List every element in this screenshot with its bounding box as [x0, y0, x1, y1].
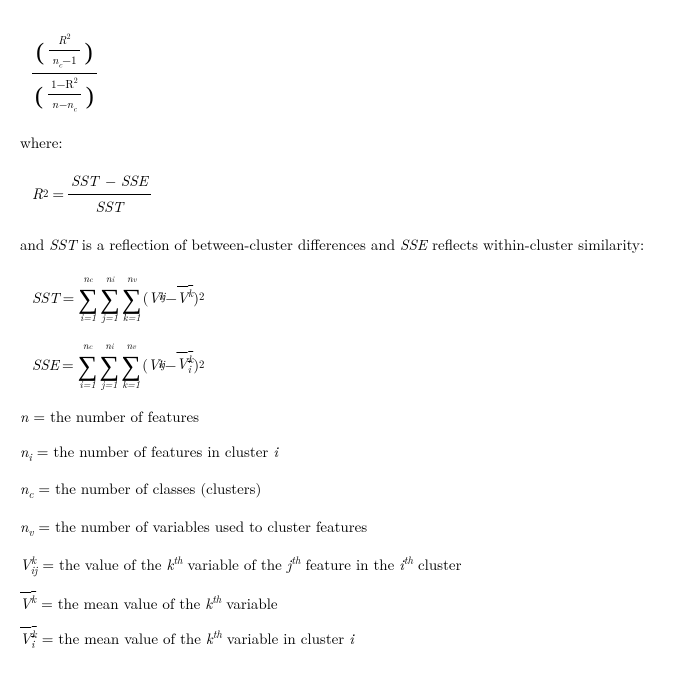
sym-V: V: [20, 554, 31, 575]
def-ni-tail: i: [273, 441, 278, 462]
eq-main-fraction: ( R2 nc−1 ) ( 1−R2 n−nc ): [32, 32, 657, 115]
Vij: ij: [159, 290, 166, 305]
paren-open: (: [36, 40, 44, 66]
tail-i: i: [349, 628, 354, 649]
lim-j1: j=1: [100, 379, 120, 389]
r2-rhs-den: SST: [68, 195, 151, 217]
def-ni: ni = the number of features in cluster i: [20, 442, 657, 466]
nc-sub2: c: [73, 103, 77, 114]
minus: −: [165, 288, 177, 308]
r2-rhs-num: SST − SSE: [68, 171, 151, 194]
sum-i: nc ∑ i=1: [78, 273, 98, 322]
sum-j: ni ∑ j=1: [100, 273, 120, 322]
sym-Vibar: V: [20, 628, 31, 649]
lim-k1: k=1: [122, 312, 142, 322]
equals: =: [62, 355, 74, 375]
minus: −: [165, 355, 177, 375]
eq-sse: SSE = nc ∑ i=1 ni ∑ j=1 nv ∑ k=1 (Vkij −…: [32, 340, 657, 389]
kth-sup: th: [212, 592, 221, 607]
text-and-sst: and SST is a reflection of between-clust…: [20, 235, 657, 255]
sigma-icon: ∑: [78, 351, 98, 379]
r2-num-sup: 2: [66, 31, 70, 42]
sigma-icon: ∑: [100, 284, 120, 312]
sigma-icon: ∑: [78, 284, 98, 312]
def-nv: nv = the number of variables used to clu…: [20, 517, 657, 541]
def-nv-text: = the number of variables used to cluste…: [33, 516, 367, 537]
paren-close: ): [85, 40, 93, 66]
t1: = the mean value of the: [36, 593, 205, 614]
text-where: where:: [20, 133, 657, 153]
kth-sup: th: [213, 627, 222, 642]
lim-i1: i=1: [78, 379, 98, 389]
def-n: n = the number of features: [20, 407, 657, 427]
r2-sup: 2: [74, 75, 78, 86]
minus-one: −1: [62, 52, 76, 68]
Vij: ij: [158, 358, 165, 373]
def-Vikbar: Vik = the mean value of the kth variable…: [20, 628, 657, 653]
sum-k: nv ∑ k=1: [121, 340, 141, 389]
Vibar: V: [176, 353, 187, 374]
r2-lhs-base: R: [32, 184, 43, 204]
sst-word: SST: [49, 234, 77, 255]
paren-close: ): [86, 84, 94, 110]
t3: feature in the: [300, 554, 399, 575]
sigma-icon: ∑: [100, 351, 120, 379]
def-nc: nc = the number of classes (clusters): [20, 479, 657, 503]
t2: variable of the: [183, 554, 287, 575]
lim-i1: i=1: [78, 312, 98, 322]
r2-lhs-sup: 2: [43, 187, 48, 202]
sym-Vbar: V: [20, 593, 31, 614]
txt2: is a reflection of between-cluster diffe…: [77, 234, 400, 255]
txt3: reflects within-cluster similarity:: [427, 234, 644, 255]
equals: =: [52, 184, 64, 204]
eq-r2: R2 = SST − SSE SST: [32, 171, 657, 217]
eq-sst: SST = nc ∑ i=1 ni ∑ j=1 nv ∑ k=1 (Vkij −…: [32, 273, 657, 322]
t2: variable in cluster: [222, 628, 349, 649]
ith-sup: th: [404, 553, 413, 568]
equals: =: [63, 288, 75, 308]
t1: = the value of the: [37, 554, 166, 575]
sigma-icon: ∑: [122, 284, 142, 312]
def-nc-text: = the number of classes (clusters): [33, 478, 261, 499]
sum-i: nc ∑ i=1: [78, 340, 98, 389]
def-n-text: = the number of features: [28, 406, 199, 427]
def-ni-text: = the number of features in cluster: [32, 441, 274, 462]
def-Vijk: Vkij = the value of the kth variable of …: [20, 554, 657, 579]
squared: 2: [199, 358, 204, 373]
n-minus-nc: n−n: [52, 96, 73, 112]
squared: 2: [199, 290, 204, 305]
txt1: and: [20, 234, 49, 255]
sigma-icon: ∑: [121, 351, 141, 379]
def-Vkbar: Vk = the mean value of the kth variable: [20, 593, 657, 614]
one-minus-r: 1−R: [51, 76, 74, 92]
t2: variable: [221, 593, 277, 614]
t4: cluster: [413, 554, 461, 575]
paren-open: (: [35, 84, 43, 110]
Vbar: V: [177, 287, 188, 308]
sum-j: ni ∑ j=1: [100, 340, 120, 389]
lim-j1: j=1: [100, 312, 120, 322]
lim-k1: k=1: [121, 379, 141, 389]
sum-k: nv ∑ k=1: [122, 273, 142, 322]
sst-lhs: SST: [32, 288, 60, 308]
sse-lhs: SSE: [32, 355, 59, 375]
kth-sup: th: [173, 553, 182, 568]
t1: = the mean value of the: [37, 628, 206, 649]
sse-word: SSE: [400, 234, 427, 255]
kth-base: k: [206, 628, 213, 649]
